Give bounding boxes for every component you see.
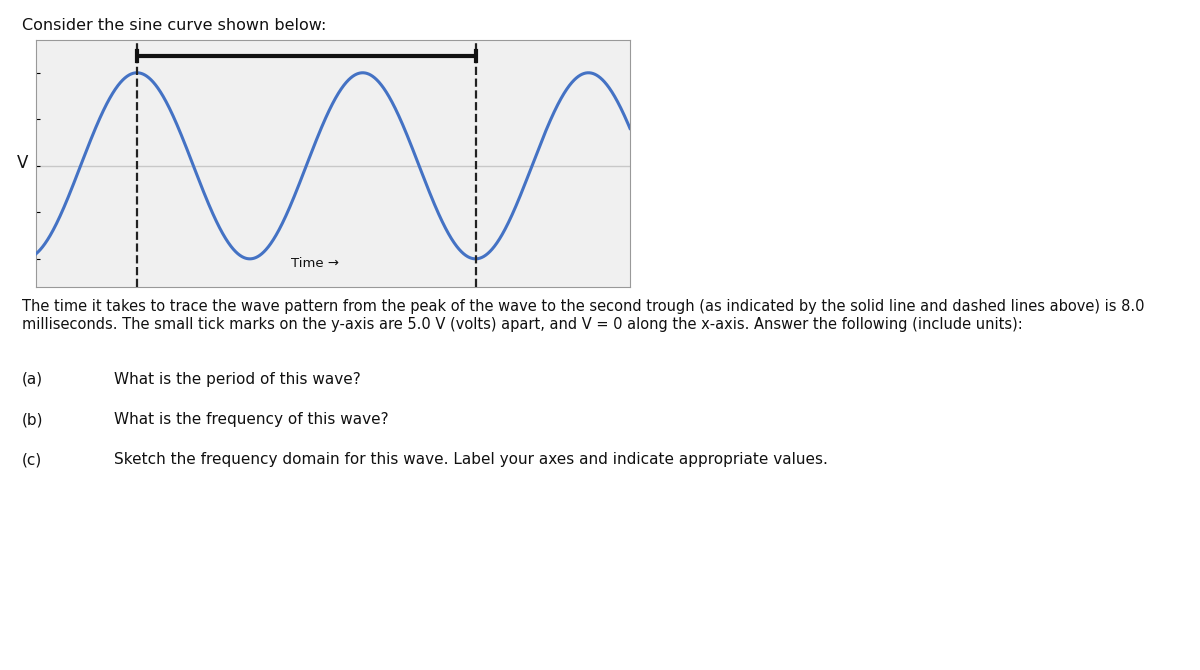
Text: Sketch the frequency domain for this wave. Label your axes and indicate appropri: Sketch the frequency domain for this wav… [114,452,828,467]
Text: Time →: Time → [292,257,340,269]
Text: What is the frequency of this wave?: What is the frequency of this wave? [114,412,389,427]
Text: Consider the sine curve shown below:: Consider the sine curve shown below: [22,18,326,33]
Text: (c): (c) [22,452,42,467]
Text: (b): (b) [22,412,43,427]
Text: milliseconds. The small tick marks on the y-axis are 5.0 V (volts) apart, and V : milliseconds. The small tick marks on th… [22,317,1022,332]
Text: What is the period of this wave?: What is the period of this wave? [114,372,361,387]
Text: The time it takes to trace the wave pattern from the peak of the wave to the sec: The time it takes to trace the wave patt… [22,299,1144,314]
Y-axis label: V: V [17,155,29,172]
Text: (a): (a) [22,372,43,387]
